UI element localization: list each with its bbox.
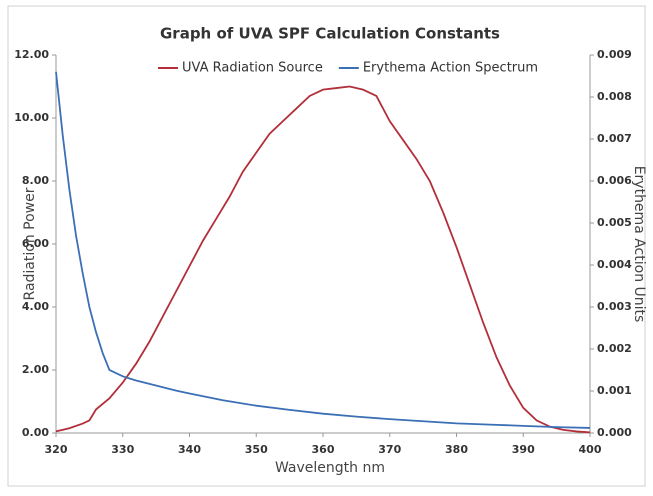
y-tick-label: 6.00 bbox=[22, 237, 49, 250]
x-tick-label: 320 bbox=[45, 443, 68, 456]
x-tick-label: 380 bbox=[445, 443, 468, 456]
x-tick-label: 350 bbox=[245, 443, 268, 456]
y2-tick-label: 0.003 bbox=[597, 300, 632, 313]
y-tick-label: 0.00 bbox=[22, 426, 49, 439]
y2-tick-label: 0.001 bbox=[597, 384, 632, 397]
y-tick-label: 10.00 bbox=[14, 111, 49, 124]
y2-tick-label: 0.005 bbox=[597, 216, 632, 229]
y2-tick-label: 0.007 bbox=[597, 132, 632, 145]
y2-tick-label: 0.002 bbox=[597, 342, 632, 355]
y-tick-label: 2.00 bbox=[22, 363, 49, 376]
y2-tick-label: 0.000 bbox=[597, 426, 632, 439]
y-tick-label: 8.00 bbox=[22, 174, 49, 187]
y-tick-label: 4.00 bbox=[22, 300, 49, 313]
x-tick-label: 360 bbox=[312, 443, 335, 456]
x-tick-label: 400 bbox=[579, 443, 602, 456]
chart-title: Graph of UVA SPF Calculation Constants bbox=[160, 25, 500, 43]
y-tick-label: 12.00 bbox=[14, 48, 49, 61]
legend-label: Erythema Action Spectrum bbox=[363, 61, 538, 76]
x-tick-label: 340 bbox=[178, 443, 201, 456]
chart-frame bbox=[7, 5, 646, 487]
x-tick-label: 370 bbox=[378, 443, 401, 456]
x-tick-label: 390 bbox=[512, 443, 535, 456]
x-axis-label: Wavelength nm bbox=[275, 460, 385, 476]
x-tick-label: 330 bbox=[111, 443, 134, 456]
series-line bbox=[55, 71, 591, 429]
y2-tick-label: 0.006 bbox=[597, 174, 632, 187]
y2-axis-label: Erythema Action Units bbox=[631, 166, 647, 323]
legend-label: UVA Radiation Source bbox=[182, 61, 323, 76]
y2-tick-label: 0.004 bbox=[597, 258, 632, 271]
y-axis-label: Radiation Power bbox=[22, 187, 38, 300]
y2-tick-label: 0.009 bbox=[597, 48, 632, 61]
series-line bbox=[55, 85, 591, 434]
y2-tick-label: 0.008 bbox=[597, 90, 632, 103]
